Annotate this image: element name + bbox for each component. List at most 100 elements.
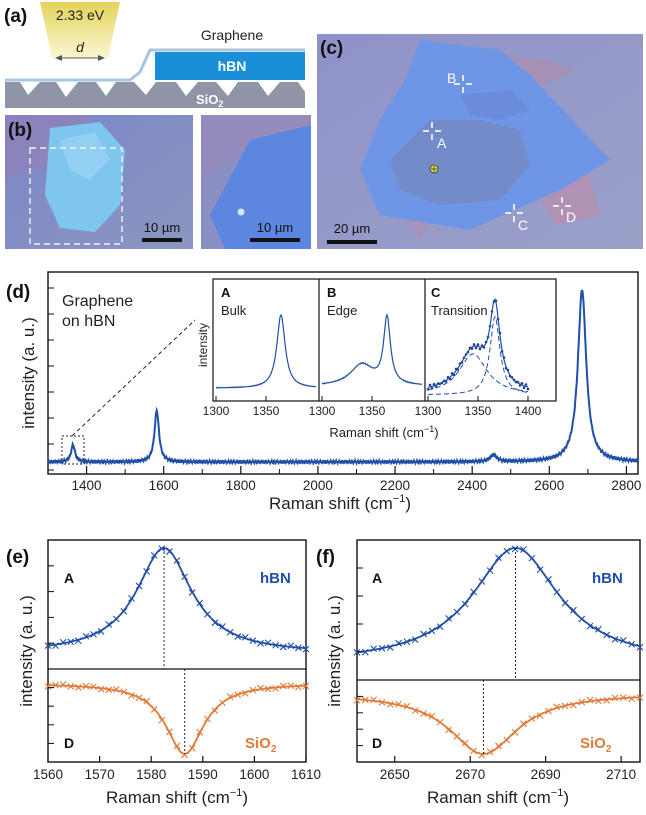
- sio2-data-point: [586, 696, 594, 704]
- plot-d-xtick-label: 2000: [303, 478, 333, 493]
- hbn-data-point: [188, 589, 196, 596]
- plot-e-ylabel: intensity (a. u.): [17, 595, 36, 707]
- sio2-data-point: [44, 682, 52, 690]
- hbn-data-point: [478, 578, 486, 585]
- inset-c-point: [472, 343, 476, 346]
- distance-label: d: [76, 39, 85, 55]
- hbn-data-point: [361, 648, 369, 656]
- scale-label-c: 20 µm: [334, 221, 370, 236]
- plot-d-xtick-label: 2200: [380, 478, 410, 493]
- inset-c-point: [522, 386, 526, 390]
- hbn-data-point: [628, 640, 636, 648]
- sio2-data-point: [234, 691, 242, 699]
- inset-xtick-label: 1400: [515, 404, 542, 418]
- sio2-data-point: [226, 693, 234, 701]
- sio2-data-point: [578, 698, 586, 706]
- inset-xtick-label: 1300: [415, 404, 442, 418]
- inset-zoom-line: [71, 319, 196, 437]
- inset-xtick-label: 1350: [253, 404, 280, 418]
- hbn-data-point: [495, 554, 502, 562]
- hbn-data-point: [636, 643, 644, 651]
- hbn-data-point: [411, 636, 419, 644]
- graphene-label: Graphene: [201, 27, 263, 43]
- sio2-data-point: [428, 712, 436, 720]
- hbn-data-point: [128, 594, 135, 602]
- inset-ticks: 1300 1350 1300 1350 1300 1350 1400: [203, 396, 542, 418]
- inset-a-letter: A: [221, 285, 231, 300]
- inset-c-point: [432, 382, 436, 386]
- scale-label-b-right: 10 µm: [257, 220, 293, 235]
- sio2-data-point: [570, 701, 577, 709]
- sio2-fit-line: [356, 696, 640, 755]
- inset: intensity A Bulk B Edge C Transition 130…: [196, 278, 557, 440]
- xtick-label: 2710: [606, 767, 636, 782]
- distance-arrow-left: [55, 55, 62, 61]
- panel-c-letter: (c): [320, 38, 343, 59]
- sio2-data-point: [545, 707, 552, 715]
- marker-d: [553, 197, 571, 215]
- inset-c-title: Transition: [431, 303, 488, 318]
- plot-d-xtick-label: 1800: [226, 478, 256, 493]
- hbn-data-point: [603, 631, 611, 639]
- hbn-data-point: [503, 547, 511, 555]
- inset-c-fit: [427, 298, 529, 388]
- hbn-data-point: [445, 614, 452, 622]
- sio2-data-point: [536, 712, 544, 719]
- sio2-data-point: [67, 683, 75, 690]
- hbn-data-point: [135, 582, 143, 590]
- inset-b-title: Edge: [327, 303, 357, 318]
- plot-f-data: 2650 2670 2690 2710: [353, 545, 644, 782]
- sio2-data-point: [553, 703, 561, 711]
- xtick-label: 1570: [85, 767, 115, 782]
- hbn-data-point: [143, 568, 151, 575]
- inset-c-point: [480, 344, 484, 347]
- inset-xtick-label: 1300: [309, 404, 336, 418]
- panel-e: (e) A D hBN SiO2 intensity (a. u.) 1560 1…: [6, 539, 321, 807]
- panel-e-letter: (e): [6, 547, 29, 568]
- laser-energy-label: 2.33 eV: [56, 7, 105, 23]
- sio2-data-point: [120, 688, 128, 696]
- sio2-data-point: [420, 710, 427, 718]
- plot-f-top-letter: A: [372, 570, 382, 586]
- hbn-data-point: [528, 554, 536, 562]
- hbn-data-point: [370, 645, 378, 653]
- laser-beam: [40, 2, 120, 58]
- distance-arrow-right: [98, 55, 105, 61]
- scale-label-b-left: 10 µm: [144, 220, 180, 235]
- sio2-data-point: [257, 684, 264, 692]
- plot-e-bottom-letter: D: [64, 735, 74, 751]
- sio2-data-point: [166, 728, 173, 736]
- sio2-data-point: [403, 702, 411, 710]
- sio2-data-point: [249, 686, 257, 694]
- hbn-data-point: [545, 575, 552, 583]
- sio2-data-point: [203, 715, 211, 723]
- hbn-data-point: [59, 638, 67, 646]
- hbn-data-point: [97, 628, 105, 635]
- sio2-data-point: [158, 716, 166, 724]
- hbn-data-point: [196, 599, 204, 607]
- inset-xtick-label: 1350: [359, 404, 386, 418]
- plot-d-xtick-label: 1600: [149, 478, 179, 493]
- hbn-data-point: [211, 619, 219, 627]
- plot-e-top-letter: A: [64, 570, 74, 586]
- plot-e-frame: [47, 539, 307, 763]
- hbn-data-point: [295, 644, 302, 652]
- sio2-data-point: [82, 682, 90, 690]
- hbn-data-point: [594, 625, 602, 633]
- plot-f-ylabel: intensity (a. u.): [325, 595, 344, 707]
- sio2-data-point: [112, 685, 120, 693]
- hbn-block: [155, 52, 305, 80]
- hbn-data-point: [67, 638, 75, 646]
- inset-c-point: [524, 383, 528, 386]
- sio2-data-point: [128, 692, 135, 700]
- hbn-data-point: [150, 551, 158, 559]
- sio2-data-point: [59, 681, 67, 688]
- sio2-label: SiO2: [196, 92, 223, 109]
- marker-c-label: C: [518, 217, 528, 233]
- plot-e-data: 1560 1570 1580 1590 1600 1610: [33, 545, 321, 782]
- hbn-data-point: [436, 623, 444, 631]
- hbn-data-point: [420, 630, 427, 638]
- inset-c-point: [526, 387, 530, 391]
- hbn-data-point: [226, 628, 234, 636]
- hbn-data-point: [570, 606, 577, 614]
